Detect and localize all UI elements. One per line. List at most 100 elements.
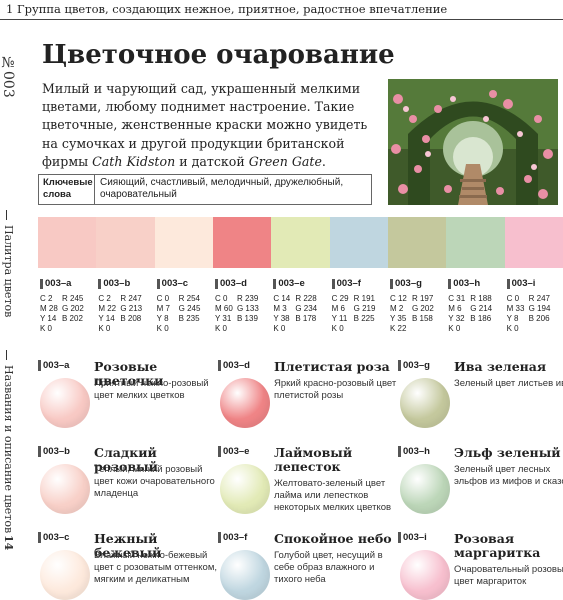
side-tick — [6, 350, 7, 360]
keywords-label: Ключевые слова — [39, 175, 95, 204]
rgb-b: B 225 — [353, 314, 375, 323]
color-code: 003–a — [40, 279, 96, 289]
color-ball — [40, 464, 90, 514]
rgb-g: G 219 — [353, 304, 376, 313]
header-rule — [0, 19, 563, 20]
color-name: Розовая маргаритка — [454, 531, 541, 560]
rgb-g: G 214 — [470, 304, 493, 313]
swatch-003-d — [212, 217, 272, 268]
color-code: 003–g — [389, 279, 446, 289]
cmyk-y: Y 31 — [214, 314, 232, 323]
color-code: 003–c — [156, 279, 213, 289]
cmyk-k: K 22 — [389, 324, 407, 333]
color-code: 003–i — [398, 532, 427, 543]
cmyk-m: M 7 — [156, 304, 170, 313]
rgb-b: B 139 — [236, 314, 258, 323]
color-description: 003–g Ива зеленая Зеленый цвет листьев и… — [398, 360, 563, 440]
palette-value-block: 003–g C 12 R 197 M 2 G 202 Y 35 B 158 K 22 — [388, 279, 446, 334]
brand-name: Green Gate — [248, 153, 322, 169]
color-text: Желтовато-зеленый цвет лайма или лепестк… — [274, 478, 392, 513]
color-text: Голубой цвет, несущий в себе образ влажн… — [274, 550, 383, 585]
color-code: 003–h — [448, 279, 504, 289]
color-code: 003–d — [218, 360, 250, 371]
cmyk-c: C 31 — [448, 294, 466, 303]
rgb-b: B 206 — [528, 314, 550, 323]
cmyk-y: Y 32 — [448, 314, 465, 323]
intro-text: Милый и чарующий сад, украшенный мелкими… — [42, 81, 368, 169]
rgb-r: R 245 — [62, 294, 84, 303]
cmyk-y: Y 14 — [40, 314, 57, 323]
color-description: 003–b Сладкий розовый Теплый, мягкий роз… — [38, 446, 215, 526]
color-text: Влажный нежно-бежевый цвет с розоватым о… — [94, 550, 218, 585]
swatch-003-i — [504, 217, 563, 268]
palette-value-block: 003–f C 29 R 191 M 6 G 219 Y 11 B 225 K 0 — [330, 279, 388, 334]
swatch-003-a — [38, 217, 97, 268]
cmyk-k: K 0 — [98, 324, 111, 333]
color-code: 003–e — [218, 446, 249, 457]
color-description: 003–c Нежный бежевый Влажный нежно-бежев… — [38, 532, 217, 600]
swatch-003-f — [329, 217, 388, 268]
color-code: 003–a — [38, 360, 69, 371]
cmyk-k: K 0 — [331, 324, 344, 333]
cmyk-y: Y 14 — [98, 314, 115, 323]
palette-value-block: 003–a C 2 R 245 M 28 G 202 Y 14 B 202 K 0 — [38, 279, 96, 334]
palette-value-block: 003–b C 2 R 247 M 22 G 213 Y 14 B 208 K 0 — [96, 279, 154, 334]
rgb-g: G 234 — [295, 304, 318, 313]
rgb-g: G 202 — [411, 304, 434, 313]
color-code: 003–c — [38, 532, 69, 543]
intro-paragraph: Милый и чарующий сад, украшенный мелкими… — [42, 80, 377, 171]
cmyk-y: Y 8 — [156, 314, 169, 323]
cmyk-c: C 0 — [156, 294, 170, 303]
color-description: 003–f Спокойное небо Голубой цвет, несущ… — [218, 532, 393, 600]
cmyk-m: M 60 — [214, 304, 233, 313]
rgb-b: B 202 — [62, 314, 83, 323]
color-name: Нежный бежевый — [94, 531, 162, 560]
color-name: Плетистая роза — [274, 359, 390, 374]
intro-text: . — [321, 153, 326, 169]
color-ball — [40, 550, 90, 600]
color-ball — [220, 378, 270, 428]
palette-value-block: 003–c C 0 R 254 M 7 G 245 Y 8 B 235 K 0 — [155, 279, 213, 334]
page-title: Цветочное очарование — [42, 40, 395, 70]
color-code: 003–f — [218, 532, 247, 543]
color-ball — [400, 464, 450, 514]
color-text: Приятный нежно-розовый цвет мелких цветк… — [94, 378, 209, 401]
cmyk-m: M 22 — [98, 304, 117, 313]
entry-number: №003 — [0, 55, 16, 98]
page-number: 14 — [2, 535, 15, 551]
color-ball — [400, 550, 450, 600]
cmyk-k: K 0 — [273, 324, 286, 333]
color-name: Эльф зеленый — [454, 445, 561, 460]
rgb-g: G 245 — [178, 304, 201, 313]
side-tick — [6, 210, 7, 220]
garden-photo-illustration — [388, 79, 558, 205]
keywords-box: Ключевые слова Сияющий, счастливый, мело… — [38, 174, 372, 205]
palette-value-block: 003–i C 0 R 247 M 33 G 194 Y 8 B 206 K 0 — [505, 279, 563, 334]
keywords-text: Сияющий, счастливый, мелодичный, дружелю… — [100, 177, 344, 200]
rgb-r: R 239 — [236, 294, 259, 303]
swatch-003-c — [154, 217, 213, 268]
brand-name: Cath Kidston — [92, 153, 176, 169]
cmyk-c: C 14 — [273, 294, 291, 303]
swatch-003-b — [96, 217, 155, 268]
color-description: 003–a Розовые цветочки Приятный нежно-ро… — [38, 360, 213, 440]
rgb-b: B 208 — [120, 314, 142, 323]
color-description: 003–e Лаймовый лепесток Желтовато-зелены… — [218, 446, 393, 526]
side-label-descriptions: Названия и описание цветов — [2, 365, 15, 534]
color-ball — [220, 464, 270, 514]
cmyk-k: K 0 — [214, 324, 227, 333]
cmyk-m: M 3 — [273, 304, 287, 313]
color-name: Лаймовый лепесток — [274, 445, 353, 474]
color-description: 003–h Эльф зеленый Зеленый цвет лесных э… — [398, 446, 563, 526]
color-text: Зеленый цвет лесных эльфов из мифов и ск… — [454, 464, 563, 487]
color-code: 003–h — [398, 446, 430, 457]
color-code: 003–f — [331, 279, 388, 289]
rgb-r: R 247 — [528, 294, 550, 303]
cmyk-k: K 0 — [448, 324, 461, 333]
cmyk-c: C 12 — [389, 294, 407, 303]
cmyk-k: K 0 — [40, 324, 53, 333]
color-text: Очаровательный розовый цвет маргариток — [454, 564, 563, 587]
color-name: Розовые цветочки — [94, 359, 164, 388]
cmyk-c: C 0 — [506, 294, 520, 303]
palette-value-block: 003–e C 14 R 228 M 3 G 234 Y 38 B 178 K 0 — [271, 279, 329, 334]
